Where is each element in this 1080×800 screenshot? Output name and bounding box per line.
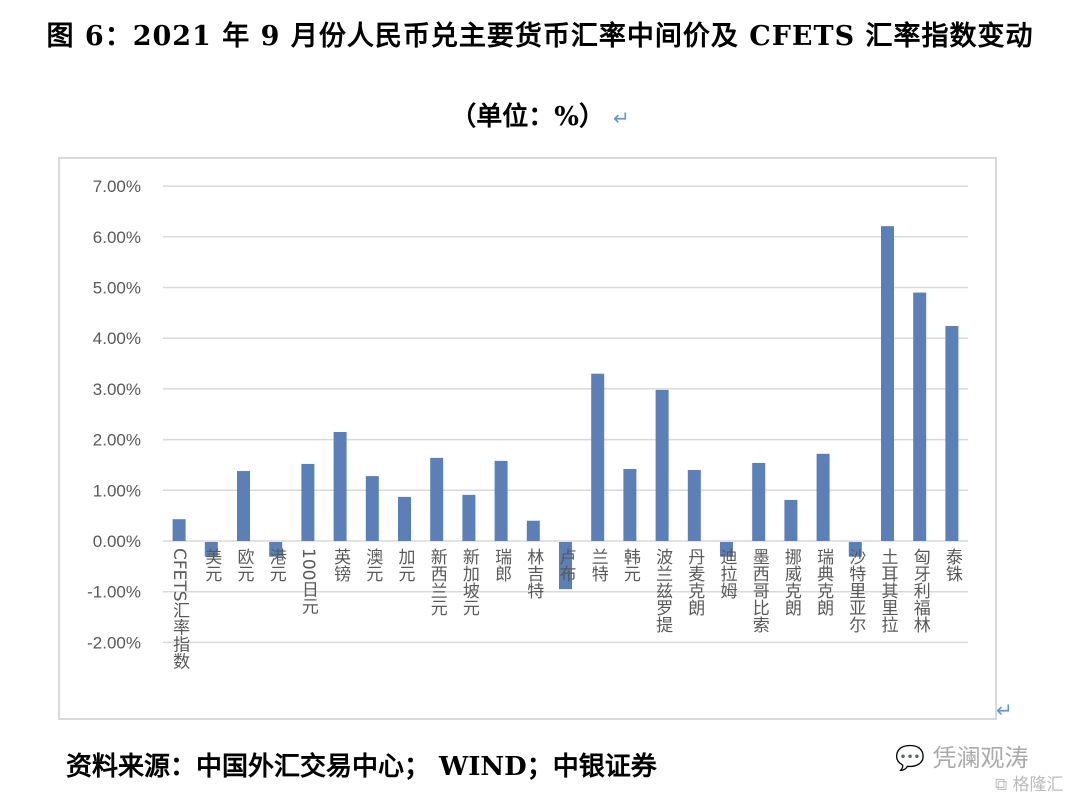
y-tick-label: 1.00% xyxy=(93,481,141,500)
bar xyxy=(269,542,283,557)
bar xyxy=(687,470,701,541)
bar xyxy=(204,542,218,557)
x-tick-label: 欧元 xyxy=(233,548,254,582)
x-tick-label: 林吉特 xyxy=(523,548,544,599)
bar xyxy=(720,542,733,557)
x-tick-label: 港元 xyxy=(265,548,286,582)
x-tick-label: 100日元 xyxy=(297,548,318,615)
bar xyxy=(172,519,186,541)
wechat-watermark: 💬 凭澜观涛 xyxy=(895,738,1029,773)
x-tick-label: 卢布 xyxy=(555,548,576,582)
x-tick-label: 土耳其里拉 xyxy=(877,548,898,633)
site-logo-icon: ⧉ xyxy=(995,775,1008,795)
y-tick-label: -2.00% xyxy=(87,633,141,652)
x-tick-label: 沙特里亚尔 xyxy=(845,548,866,633)
bar xyxy=(881,226,894,541)
bar xyxy=(784,499,798,541)
x-tick-label: 迪拉姆 xyxy=(716,548,737,599)
bar xyxy=(301,463,315,541)
x-tick-label: 韩元 xyxy=(619,548,640,582)
return-mark-icon: ↵ xyxy=(612,106,630,130)
bar xyxy=(945,326,959,541)
x-tick-label: 瑞郎 xyxy=(491,548,512,582)
y-tick-label: 7.00% xyxy=(93,177,141,196)
chart-frame xyxy=(58,157,997,720)
y-tick-label: 0.00% xyxy=(93,532,141,551)
chart-subtitle: （单位：%） ↵ xyxy=(0,96,1080,133)
gridlines xyxy=(163,185,968,644)
x-tick-label: 墨西哥比索 xyxy=(748,548,769,633)
source-note: 资料来源：中国外汇交易中心； WIND；中银证券 xyxy=(66,752,657,782)
wechat-icon: 💬 xyxy=(895,744,925,772)
y-tick-label: 4.00% xyxy=(93,329,141,348)
x-tick-label: 丹麦克朗 xyxy=(684,548,705,616)
bar xyxy=(655,389,669,541)
y-tick-label: 3.00% xyxy=(93,380,141,399)
bar xyxy=(398,496,411,541)
chart-title: 图 6：2021 年 9 月份人民币兑主要货币汇率中间价及 CFETS 汇率指数… xyxy=(46,21,1034,52)
bar xyxy=(237,471,250,541)
y-tick-label: -1.00% xyxy=(87,583,141,602)
y-tick-label: 6.00% xyxy=(93,228,141,247)
x-tick-label: 新加坡元 xyxy=(458,548,479,616)
unit-label: （单位：%） xyxy=(450,102,605,132)
bar xyxy=(430,457,444,541)
x-tick-label: 新西兰元 xyxy=(426,548,447,616)
bar xyxy=(913,292,927,541)
x-tick-label: 波兰兹罗提 xyxy=(652,548,673,633)
site-watermark: ⧉ 格隆汇 xyxy=(995,770,1064,795)
x-tick-label: 兰特 xyxy=(587,548,608,582)
bar xyxy=(591,373,605,541)
x-tick-label: CFETS汇率指数 xyxy=(169,548,190,670)
x-tick-label: 美元 xyxy=(201,548,222,582)
bar xyxy=(848,542,862,557)
bar xyxy=(365,476,379,541)
x-tick-label: 英镑 xyxy=(330,548,351,582)
bar xyxy=(752,462,766,541)
bar xyxy=(816,453,830,541)
bar xyxy=(623,469,637,541)
bar xyxy=(559,542,572,590)
site-watermark-text: 格隆汇 xyxy=(1012,775,1064,795)
x-tick-label: 挪威克朗 xyxy=(780,548,801,616)
x-tick-label: 加元 xyxy=(394,548,415,582)
bar xyxy=(526,520,540,541)
x-tick-label: 澳元 xyxy=(362,548,383,582)
return-mark-icon: ↵ xyxy=(996,698,1013,722)
x-tick-label: 匈牙利福林 xyxy=(909,548,930,633)
y-tick-label: 2.00% xyxy=(93,431,141,450)
bars xyxy=(172,226,959,590)
bar xyxy=(333,431,347,541)
x-tick-label: 泰铢 xyxy=(941,548,962,582)
y-axis-ticks: 7.00% 6.00% 5.00% 4.00% 3.00% 2.00% 1.00% 0.00%… xyxy=(87,177,141,652)
y-tick-label: 5.00% xyxy=(93,279,141,298)
bar xyxy=(462,494,476,541)
x-tick-label: 瑞典克朗 xyxy=(813,548,834,616)
bar xyxy=(494,460,508,541)
watermark-text: 凭澜观涛 xyxy=(932,744,1029,772)
